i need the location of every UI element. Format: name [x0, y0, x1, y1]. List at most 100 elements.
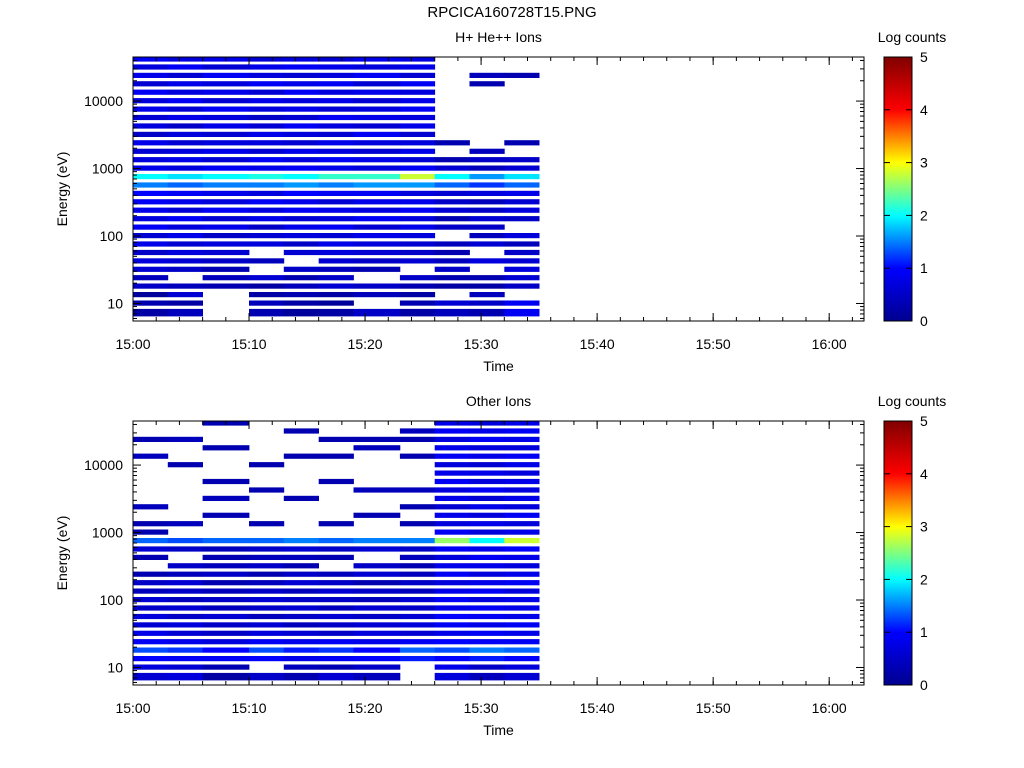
- heatmap-cell: [399, 165, 436, 171]
- heatmap-cell: [167, 538, 203, 544]
- heatmap-cell: [353, 199, 401, 205]
- heatmap-cell: [318, 157, 354, 163]
- heatmap-cell: [202, 597, 250, 603]
- heatmap-cell: [202, 266, 250, 272]
- heatmap-cell: [283, 157, 319, 163]
- heatmap-cell: [353, 613, 401, 620]
- x-tick-label: 15:00: [115, 336, 150, 352]
- heatmap-cell: [133, 81, 169, 87]
- heatmap-cell: [249, 106, 285, 112]
- heatmap-cell: [504, 436, 540, 442]
- heatmap-cell: [434, 495, 470, 501]
- heatmap-cell: [469, 224, 505, 230]
- heatmap-cell: [133, 630, 169, 636]
- heatmap-cell: [249, 81, 285, 87]
- heatmap-cell: [202, 89, 250, 95]
- heatmap-cell: [283, 190, 319, 196]
- heatmap-cell: [318, 266, 354, 272]
- heatmap-cell: [249, 672, 285, 681]
- heatmap-cell: [504, 495, 540, 501]
- heatmap-cell: [469, 622, 505, 628]
- heatmap-cell: [399, 199, 436, 205]
- heatmap-cell: [167, 571, 203, 577]
- heatmap-cell: [167, 199, 203, 205]
- heatmap-cell: [202, 123, 250, 129]
- heatmap-cell: [249, 554, 285, 560]
- heatmap-cell: [399, 157, 436, 163]
- heatmap-cell: [167, 157, 203, 163]
- heatmap-cell: [399, 64, 436, 70]
- heatmap-cell: [353, 639, 401, 645]
- heatmap-cell: [202, 546, 250, 552]
- heatmap-cell: [399, 275, 436, 281]
- heatmap-cell: [434, 190, 470, 196]
- x-axis-label: Time: [483, 358, 514, 374]
- x-tick-label: 16:00: [812, 700, 847, 716]
- heatmap-cell: [202, 114, 250, 121]
- heatmap-cell: [504, 300, 540, 306]
- heatmap-cell: [202, 64, 250, 70]
- heatmap-cell: [283, 64, 319, 70]
- heatmap-cell: [167, 241, 203, 247]
- heatmap-cell: [318, 89, 354, 95]
- heatmap-cell: [434, 512, 470, 518]
- heatmap-cell: [167, 622, 203, 628]
- heatmap-cell: [353, 165, 401, 171]
- heatmap-cell: [249, 622, 285, 628]
- heatmap-cell: [202, 72, 250, 78]
- heatmap-cell: [469, 478, 505, 485]
- heatmap-cell: [504, 546, 540, 552]
- heatmap-cell: [353, 157, 401, 163]
- heatmap-cell: [434, 308, 470, 317]
- heatmap-cell: [249, 174, 285, 180]
- heatmap-cell: [353, 241, 401, 247]
- heatmap-cell: [353, 114, 401, 121]
- heatmap-cell: [469, 283, 505, 289]
- heatmap-cell: [202, 639, 250, 645]
- heatmap-cell: [283, 114, 319, 121]
- heatmap-cell: [353, 224, 401, 230]
- heatmap-cell: [167, 64, 203, 70]
- heatmap-cell: [469, 656, 505, 662]
- heatmap-cell: [283, 283, 319, 289]
- heatmap-cell: [318, 656, 354, 662]
- heatmap-cell: [399, 114, 436, 121]
- x-tick-label: 15:20: [348, 336, 383, 352]
- heatmap-cell: [318, 148, 354, 154]
- heatmap-cell: [249, 487, 285, 493]
- heatmap-cell: [469, 300, 505, 306]
- heatmap-cell: [353, 64, 401, 70]
- heatmap-cell: [283, 563, 319, 569]
- heatmap-cell: [399, 580, 436, 586]
- heatmap-cell: [318, 57, 354, 62]
- colorbar-tick-label: 2: [920, 571, 928, 587]
- heatmap-cell: [434, 453, 470, 459]
- x-tick-label: 15:50: [696, 336, 731, 352]
- colorbar-label: Log counts: [878, 29, 947, 45]
- heatmap-cell: [133, 656, 169, 662]
- heatmap-cell: [249, 639, 285, 645]
- heatmap-cell: [434, 157, 470, 163]
- heatmap-cell: [202, 207, 250, 213]
- heatmap-cell: [399, 428, 436, 434]
- heatmap-cell: [249, 140, 285, 146]
- heatmap-cell: [283, 140, 319, 146]
- heatmap-cell: [167, 114, 203, 121]
- heatmap-cell: [469, 588, 505, 594]
- heatmap-cell: [469, 292, 505, 298]
- heatmap-cell: [249, 597, 285, 603]
- heatmap-cell: [133, 613, 169, 620]
- y-tick-label: 10000: [84, 457, 123, 473]
- heatmap-cell: [283, 148, 319, 154]
- heatmap-cell: [504, 165, 540, 171]
- heatmap-cell: [434, 639, 470, 645]
- heatmap-cell: [399, 190, 436, 196]
- heatmap-cell: [167, 546, 203, 552]
- heatmap-cell: [504, 233, 540, 239]
- heatmap-cell: [167, 462, 203, 468]
- heatmap-cell: [353, 182, 401, 188]
- heatmap-cell: [318, 224, 354, 230]
- plot-frame: [132, 420, 865, 686]
- heatmap-cell: [167, 605, 203, 611]
- heatmap-cell: [318, 131, 354, 137]
